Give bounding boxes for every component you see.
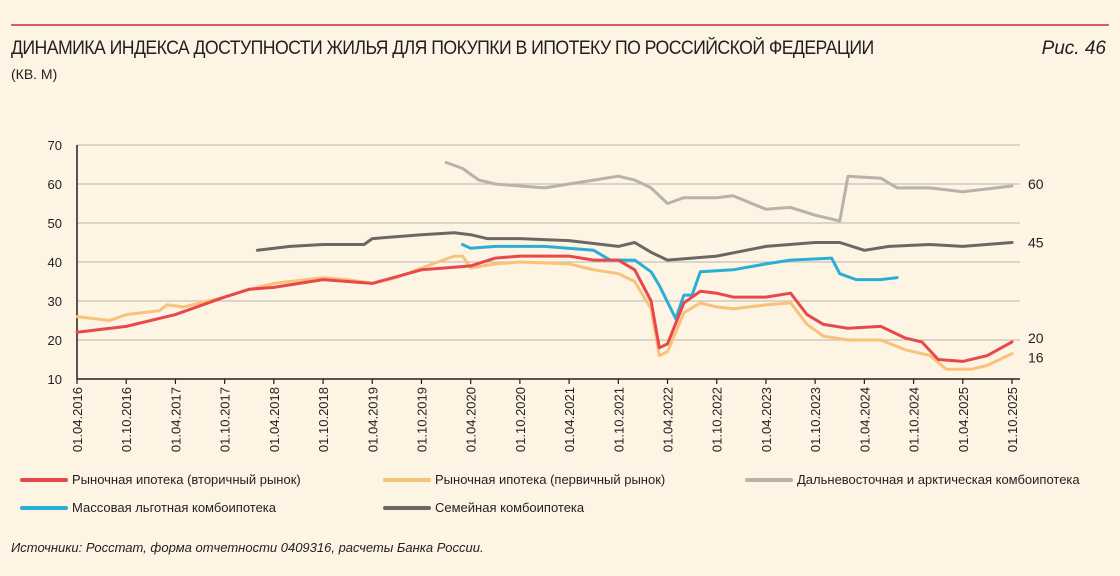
x-tick-label: 01.04.2019 (365, 387, 380, 452)
x-tick-label: 01.10.2025 (1005, 387, 1020, 452)
x-tick-label: 01.04.2017 (168, 387, 183, 452)
legend-swatch (745, 477, 793, 482)
series-line-3 (461, 243, 899, 321)
series-line-0 (75, 254, 1014, 363)
y-tick-label: 10 (48, 372, 62, 387)
legend-label: Семейная комбоипотека (435, 500, 585, 515)
y-tick-label: 20 (48, 333, 62, 348)
legend-label: Рыночная ипотека (вторичный рынок) (72, 472, 301, 487)
x-tick-label: 01.04.2024 (857, 387, 872, 452)
end-value-label: 16 (1028, 350, 1044, 366)
x-tick-label: 01.04.2025 (956, 387, 971, 452)
legend-item-family: Семейная комбоипотека (383, 500, 584, 515)
y-tick-label: 70 (48, 138, 62, 153)
legend-swatch (20, 477, 68, 482)
legend-label: Рыночная ипотека (первичный рынок) (435, 472, 666, 487)
end-value-label: 20 (1028, 330, 1044, 346)
legend-item-far-east: Дальневосточная и арктическая комбоипоте… (745, 472, 1080, 487)
top-rule (11, 24, 1109, 26)
legend-item-primary: Рыночная ипотека (первичный рынок) (383, 472, 665, 487)
legend-swatch (20, 505, 68, 510)
x-tick-label: 01.10.2019 (414, 387, 429, 452)
x-tick-label: 01.10.2020 (513, 387, 528, 452)
series-line-1 (75, 254, 1014, 371)
chart-title: ДИНАМИКА ИНДЕКСА ДОСТУПНОСТИ ЖИЛЬЯ ДЛЯ П… (11, 38, 874, 59)
x-tick-label: 01.04.2018 (267, 387, 282, 452)
source-note: Источники: Росстат, форма отчетности 040… (11, 540, 484, 555)
legend-item-secondary: Рыночная ипотека (вторичный рынок) (20, 472, 301, 487)
x-tick-label: 01.10.2016 (119, 387, 134, 452)
x-tick-label: 01.04.2016 (70, 387, 85, 452)
legend-swatch (383, 477, 431, 482)
y-tick-label: 50 (48, 216, 62, 231)
x-tick-label: 01.04.2021 (562, 387, 577, 452)
y-tick-label: 40 (48, 255, 62, 270)
end-value-label: 60 (1028, 176, 1044, 192)
x-tick-label: 01.10.2018 (316, 387, 331, 452)
series-line-2 (444, 161, 1014, 223)
line-chart: 10 20 30 40 50 60 70 01.04.2016 01.10.2016 01.04.… (48, 138, 1044, 452)
x-tick-label: 01.04.2020 (464, 387, 479, 452)
legend-item-mass: Массовая льготная комбоипотека (20, 500, 276, 515)
figure-number: Рис. 46 (1041, 38, 1106, 59)
y-tick-label: 30 (48, 294, 62, 309)
x-tick-label: 01.10.2024 (907, 387, 922, 452)
x-tick-label: 01.04.2023 (759, 387, 774, 452)
chart-units: (КВ. М) (11, 66, 58, 82)
x-tick-label: 01.04.2022 (661, 387, 676, 452)
y-tick-label: 60 (48, 177, 62, 192)
legend-label: Массовая льготная комбоипотека (72, 500, 277, 515)
x-tick-label: 01.10.2017 (218, 387, 233, 452)
legend-label: Дальневосточная и арктическая комбоипоте… (797, 472, 1080, 487)
series-line-4 (255, 231, 1014, 262)
x-tick-label: 01.10.2023 (808, 387, 823, 452)
x-tick-label: 01.10.2022 (710, 387, 725, 452)
legend-swatch (383, 505, 431, 510)
x-tick-label: 01.10.2021 (611, 387, 626, 452)
end-value-label: 45 (1028, 235, 1044, 251)
